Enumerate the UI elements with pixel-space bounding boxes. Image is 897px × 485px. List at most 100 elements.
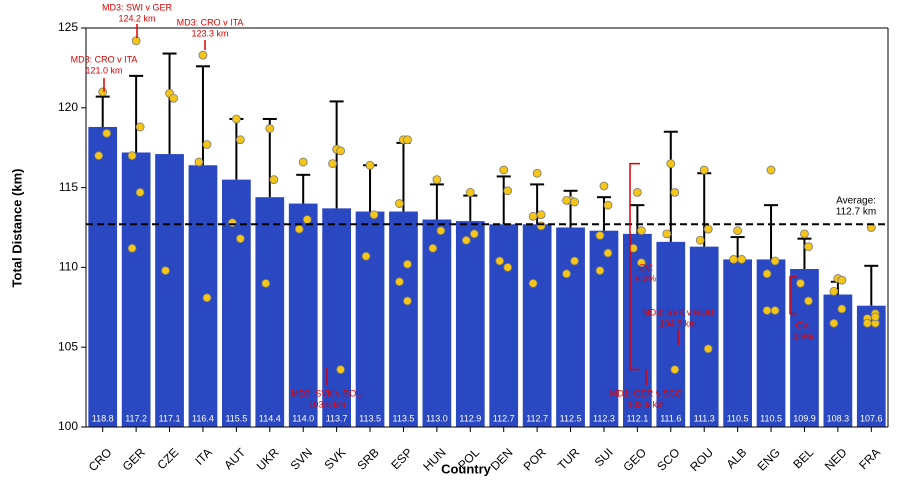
data-point: [603, 200, 613, 210]
data-point: [365, 160, 375, 170]
data-point: [703, 344, 713, 354]
bar: [689, 246, 719, 427]
x-tick-label: SCO: [654, 445, 682, 473]
bar: [589, 230, 619, 427]
x-tick-label: GER: [120, 445, 149, 474]
data-point: [135, 187, 145, 197]
data-point: [403, 259, 412, 269]
data-point: [495, 256, 505, 266]
data-point: [737, 255, 747, 264]
data-point: [536, 221, 546, 231]
bar-value-label: 117.2: [125, 413, 147, 423]
data-point: [302, 215, 312, 224]
data-point: [837, 304, 847, 314]
data-point: [603, 248, 613, 258]
data-point: [194, 157, 204, 167]
annotation: MD3: SVK v ROU: [291, 388, 363, 398]
data-point: [395, 199, 404, 208]
cv-bracket: [789, 276, 797, 315]
annotation: 103.6 km: [627, 399, 664, 409]
data-point: [503, 186, 513, 196]
bar-value-label: 115.5: [225, 413, 247, 423]
bar-value-label: 113.5: [359, 413, 381, 423]
bar: [790, 268, 819, 427]
x-tick-label: ENG: [755, 445, 783, 473]
data-point: [570, 197, 579, 207]
data-point: [762, 306, 772, 315]
data-point: [729, 255, 739, 264]
data-point: [870, 312, 880, 322]
x-tick-label: DEN: [488, 445, 516, 473]
data-point: [235, 135, 245, 145]
bar-value-label: 113.5: [393, 413, 415, 423]
annotation: MD3: SVK v ROU: [642, 307, 714, 317]
data-point: [796, 278, 805, 288]
data-point: [800, 229, 809, 239]
annotation: MD3: CRO v ITA: [177, 17, 244, 27]
data-point: [670, 365, 680, 374]
data-point: [632, 187, 642, 197]
data-point: [403, 296, 412, 306]
data-point: [562, 195, 571, 205]
data-point: [499, 165, 509, 175]
y-axis-label: Total Distance (km): [9, 169, 24, 288]
bar: [255, 197, 285, 427]
data-point: [666, 159, 676, 169]
bar: [455, 221, 485, 427]
data-point: [837, 275, 847, 285]
y-tick-label: 100: [58, 419, 78, 433]
bar-value-label: 113.7: [326, 413, 348, 423]
data-point: [265, 124, 275, 133]
x-tick-label: SVN: [288, 445, 315, 472]
data-point: [102, 128, 112, 138]
y-tick-label: 105: [58, 339, 78, 353]
x-tick-label: FRA: [856, 445, 883, 472]
data-point: [599, 181, 609, 191]
data-point: [127, 243, 137, 253]
annotation: 0.9%: [793, 331, 814, 341]
annotation: 123.3 km: [191, 28, 228, 38]
data-point: [503, 262, 513, 272]
annotation: 6.2%: [636, 273, 657, 283]
data-point: [829, 318, 839, 328]
data-point: [636, 226, 646, 236]
average-label: Average:: [836, 196, 876, 207]
data-point: [536, 210, 546, 220]
x-axis-label: Country: [441, 461, 492, 476]
bar-value-label: 114.4: [259, 413, 281, 423]
data-point: [670, 187, 680, 197]
x-tick-label: UKR: [254, 445, 282, 473]
bar-value-label: 118.8: [92, 413, 114, 423]
x-tick-label: CZE: [154, 445, 181, 472]
bar: [623, 233, 652, 427]
bar-value-label: 110.5: [760, 413, 782, 423]
bar: [823, 294, 853, 427]
x-tick-label: SUI: [592, 445, 616, 469]
bar-value-label: 111.6: [660, 413, 681, 423]
data-point: [703, 224, 713, 234]
data-point: [294, 224, 304, 234]
x-tick-label: SRB: [354, 445, 381, 472]
data-point: [436, 226, 446, 236]
y-tick-label: 120: [58, 100, 78, 114]
bar-value-label: 109.9: [793, 413, 816, 423]
annotation: 104.9 km: [659, 318, 696, 328]
data-point: [135, 122, 145, 132]
bar: [355, 211, 385, 427]
y-tick-label: 110: [59, 260, 78, 274]
bar-value-label: 113.0: [426, 413, 448, 423]
x-tick-label: CRO: [86, 445, 115, 474]
cv-bracket: [629, 162, 640, 371]
x-tick-label: TUR: [555, 445, 583, 473]
bar: [222, 179, 251, 427]
bar: [155, 154, 184, 428]
bar: [856, 305, 886, 427]
bar: [389, 211, 418, 427]
data-point: [169, 93, 178, 103]
data-point: [161, 266, 170, 275]
data-point: [202, 140, 212, 149]
data-point: [202, 293, 212, 303]
data-point: [862, 318, 872, 328]
data-point: [395, 277, 404, 287]
bar: [288, 203, 318, 427]
